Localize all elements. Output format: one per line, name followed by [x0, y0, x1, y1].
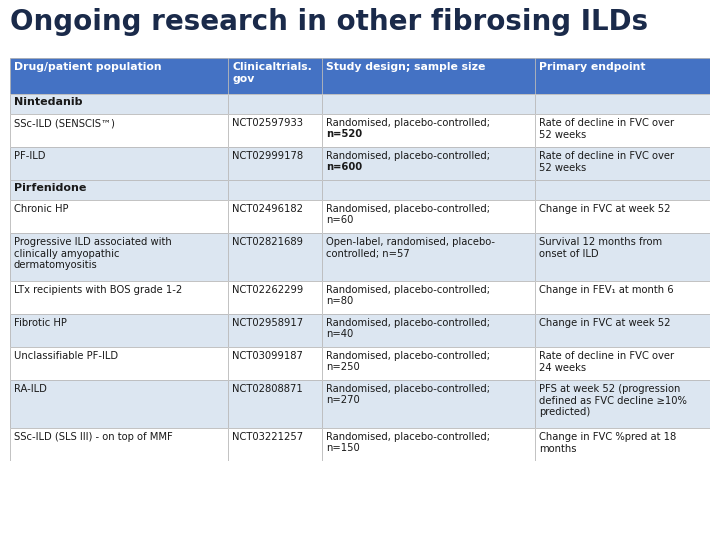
Text: Randomised, placebo-controlled;: Randomised, placebo-controlled; [326, 384, 490, 394]
Text: Fibrotic HP: Fibrotic HP [14, 318, 67, 328]
Text: Ongoing research in other fibrosing ILDs: Ongoing research in other fibrosing ILDs [10, 8, 648, 36]
Text: Progressive ILD associated with
clinically amyopathic
dermatomyositis: Progressive ILD associated with clinical… [14, 237, 172, 270]
Text: Change in FVC at week 52: Change in FVC at week 52 [539, 318, 670, 328]
Text: n=40: n=40 [326, 329, 354, 339]
Text: Chronic HP: Chronic HP [14, 204, 68, 214]
Text: NCT02958917: NCT02958917 [232, 318, 303, 328]
Text: NCT02262299: NCT02262299 [232, 285, 303, 295]
Text: Survival 12 months from
onset of ILD: Survival 12 months from onset of ILD [539, 237, 662, 259]
Text: Randomised, placebo-controlled;: Randomised, placebo-controlled; [326, 151, 490, 161]
Text: NCT02808871: NCT02808871 [232, 384, 302, 394]
Text: Rate of decline in FVC over
52 weeks: Rate of decline in FVC over 52 weeks [539, 118, 674, 140]
Text: Randomised, placebo-controlled;: Randomised, placebo-controlled; [326, 351, 490, 361]
Text: Clinicaltrials.
gov: Clinicaltrials. gov [232, 62, 312, 84]
Text: Nintedanib: Nintedanib [14, 97, 83, 107]
Text: n=520: n=520 [326, 129, 362, 139]
Text: LTx recipients with BOS grade 1-2: LTx recipients with BOS grade 1-2 [14, 285, 182, 295]
Text: Primary endpoint: Primary endpoint [539, 62, 646, 72]
Text: NCT03221257: NCT03221257 [232, 432, 303, 442]
Text: Change in FVC at week 52: Change in FVC at week 52 [539, 204, 670, 214]
Text: n=60: n=60 [326, 215, 354, 225]
Text: Change in FVC %pred at 18
months: Change in FVC %pred at 18 months [539, 432, 676, 454]
Text: Randomised, placebo-controlled;: Randomised, placebo-controlled; [326, 318, 490, 328]
Text: Open-label, randomised, placebo-
controlled; n=57: Open-label, randomised, placebo- control… [326, 237, 495, 259]
Text: Randomised, placebo-controlled;: Randomised, placebo-controlled; [326, 432, 490, 442]
Text: PF-ILD: PF-ILD [14, 151, 45, 161]
Text: n=270: n=270 [326, 395, 360, 405]
Text: NCT02496182: NCT02496182 [232, 204, 303, 214]
Text: NCT03099187: NCT03099187 [232, 351, 303, 361]
Text: Randomised, placebo-controlled;: Randomised, placebo-controlled; [326, 118, 490, 128]
Text: RA-ILD: RA-ILD [14, 384, 47, 394]
Text: n=250: n=250 [326, 362, 360, 372]
Text: NCT02999178: NCT02999178 [232, 151, 303, 161]
Text: NCT02821689: NCT02821689 [232, 237, 303, 247]
Text: Change in FEV₁ at month 6: Change in FEV₁ at month 6 [539, 285, 674, 295]
Text: SSc-ILD (SLS III) - on top of MMF: SSc-ILD (SLS III) - on top of MMF [14, 432, 173, 442]
Text: NCT02597933: NCT02597933 [232, 118, 303, 128]
Text: PFS at week 52 (progression
defined as FVC decline ≥10%
predicted): PFS at week 52 (progression defined as F… [539, 384, 687, 417]
Text: n=150: n=150 [326, 443, 360, 453]
Text: n=600: n=600 [326, 162, 362, 172]
Text: SSc-ILD (SENSCIS™): SSc-ILD (SENSCIS™) [14, 118, 115, 128]
Text: Rate of decline in FVC over
24 weeks: Rate of decline in FVC over 24 weeks [539, 351, 674, 373]
Text: Pirfenidone: Pirfenidone [14, 183, 86, 193]
Text: Rate of decline in FVC over
52 weeks: Rate of decline in FVC over 52 weeks [539, 151, 674, 173]
Text: Unclassifiable PF-ILD: Unclassifiable PF-ILD [14, 351, 118, 361]
Text: Randomised, placebo-controlled;: Randomised, placebo-controlled; [326, 204, 490, 214]
Text: Drug/patient population: Drug/patient population [14, 62, 161, 72]
Text: Randomised, placebo-controlled;: Randomised, placebo-controlled; [326, 285, 490, 295]
Text: n=80: n=80 [326, 296, 354, 306]
Text: Study design; sample size: Study design; sample size [326, 62, 485, 72]
